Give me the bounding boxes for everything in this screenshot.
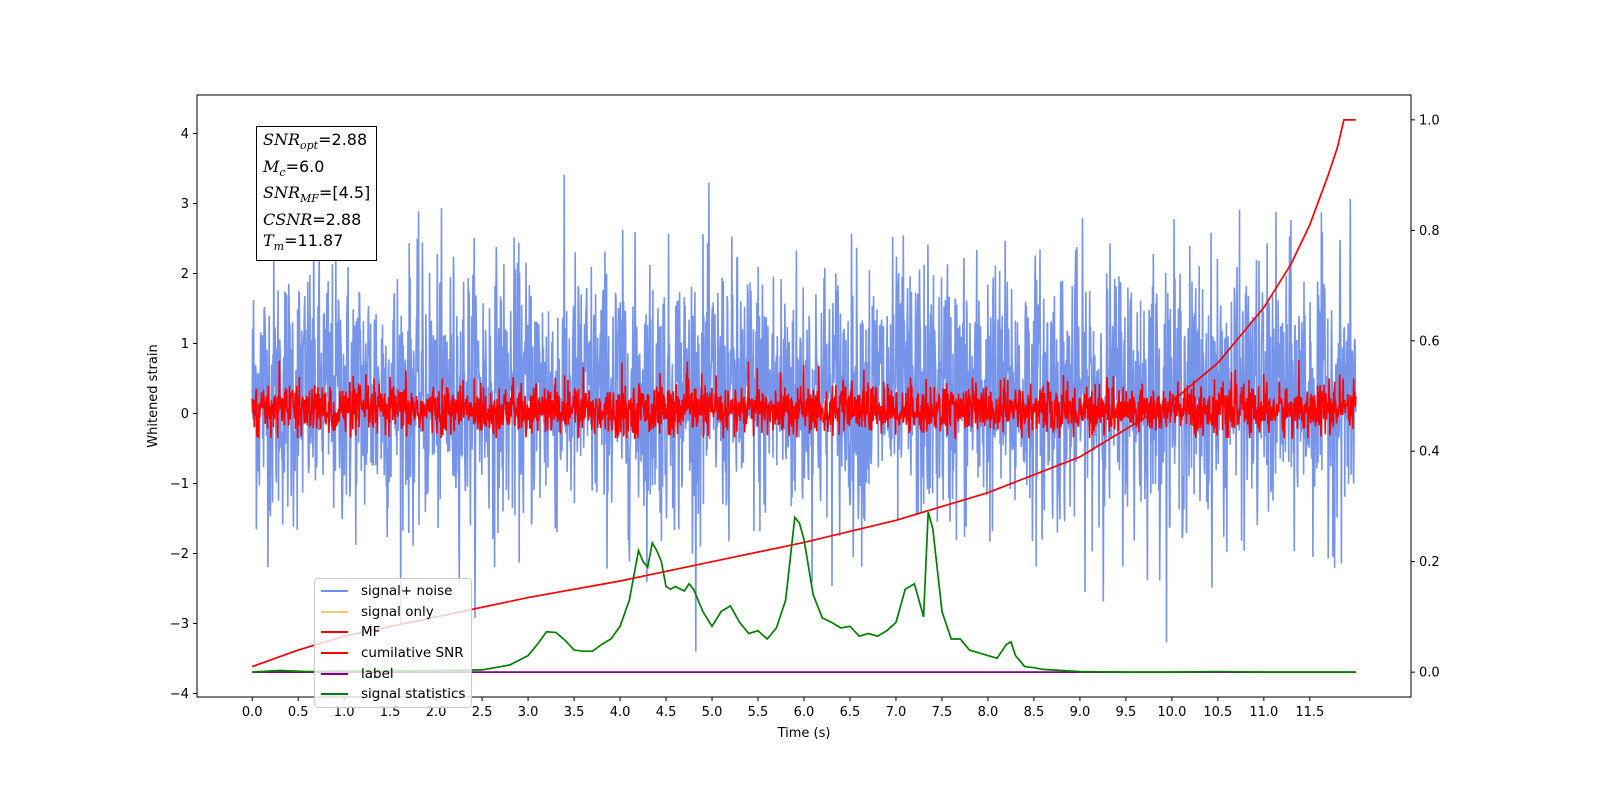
stats-annotation-box: SNRopt=2.88 Mc=6.0 SNRMF=[4.5] CSNR=2.88…: [256, 126, 378, 262]
x-tick-label: 11.5: [1295, 705, 1324, 720]
legend-swatch: [321, 631, 348, 634]
x-tick-label: 10.0: [1157, 705, 1186, 720]
x-tick-label: 4.5: [656, 705, 677, 720]
x-tick-label: 8.0: [978, 705, 999, 720]
snr-mf-line: SNRMF=[4.5]: [263, 183, 371, 206]
snr-mf-value: =[4.5]: [318, 183, 371, 203]
y-tick-label: −1: [170, 477, 189, 492]
y-axis-label: Whitened strain: [146, 344, 161, 447]
legend-label: signal statistics: [361, 686, 466, 703]
y-tick-label: 2: [181, 267, 189, 282]
x-tick-label: 6.0: [794, 705, 815, 720]
x-tick-label: 2.0: [426, 705, 447, 720]
y-tick-label: 4: [181, 127, 189, 142]
tm-line: Tm=11.87: [263, 230, 344, 253]
legend-swatch: [321, 693, 348, 696]
tm-value: =11.87: [284, 230, 344, 250]
legend-swatch: [321, 590, 348, 593]
legend-label: cumilative SNR: [361, 645, 464, 662]
mf-series: [251, 360, 1357, 439]
y-tick-label: 0: [181, 407, 189, 422]
y-axis-right: 0.0 0.2 0.4 0.6 0.8 1.0: [1411, 113, 1440, 681]
csnr-line: CSNR=2.88: [263, 210, 362, 230]
y2-tick-label: 0.0: [1419, 666, 1440, 681]
y-tick-label: 3: [181, 197, 189, 212]
legend-label: signal only: [361, 603, 434, 620]
x-tick-label: 1.0: [334, 705, 355, 720]
y2-tick-label: 0.2: [1419, 555, 1440, 570]
signal-statistics-line: [252, 511, 1356, 673]
y2-tick-label: 0.8: [1419, 224, 1440, 239]
legend-item: signal only: [321, 602, 465, 623]
legend-item: signal+ noise: [321, 581, 465, 602]
x-tick-label: 9.0: [1070, 705, 1091, 720]
snr-opt-value: =2.88: [318, 130, 368, 149]
legend-label: label: [361, 665, 394, 682]
x-tick-label: 3.5: [564, 705, 585, 720]
snr-opt-line: SNRopt=2.88: [263, 130, 368, 153]
x-tick-label: 8.5: [1024, 705, 1045, 720]
legend-swatch: [321, 672, 348, 675]
legend-item: cumilative SNR: [321, 643, 465, 664]
legend-item: label: [321, 663, 465, 684]
x-tick-label: 0.5: [288, 705, 309, 720]
y-tick-label: 1: [181, 337, 189, 352]
mf-line: [251, 360, 1357, 439]
legend: signal+ noise signal only MF cumilative SNR…: [314, 578, 473, 708]
legend-label: MF: [361, 624, 381, 641]
x-tick-label: 5.0: [702, 705, 723, 720]
x-tick-label: 2.5: [472, 705, 493, 720]
legend-item: signal statistics: [321, 684, 465, 705]
x-tick-label: 4.0: [610, 705, 631, 720]
y2-tick-label: 0.4: [1419, 445, 1440, 460]
x-axis-label: Time (s): [777, 726, 831, 741]
mc-line: Mc=6.0: [263, 156, 325, 179]
x-tick-label: 11.0: [1249, 705, 1278, 720]
x-tick-label: 1.5: [380, 705, 401, 720]
x-tick-label: 6.5: [840, 705, 861, 720]
legend-label: signal+ noise: [361, 583, 453, 600]
legend-swatch: [321, 610, 348, 613]
x-tick-label: 0.0: [242, 705, 263, 720]
x-tick-label: 5.5: [748, 705, 769, 720]
y-tick-label: −4: [170, 687, 189, 702]
y2-tick-label: 1.0: [1419, 113, 1440, 128]
legend-swatch: [321, 652, 348, 655]
y-tick-label: −2: [170, 547, 189, 562]
y-axis-left: −4 −3 −2 −1 0 1 2 3 4: [170, 127, 197, 702]
x-tick-label: 3.0: [518, 705, 539, 720]
y2-tick-label: 0.6: [1419, 334, 1440, 349]
x-tick-label: 7.0: [886, 705, 907, 720]
x-tick-label: 7.5: [932, 705, 953, 720]
y-tick-label: −3: [170, 617, 189, 632]
csnr-value: =2.88: [312, 210, 362, 230]
x-axis: 0.0 0.5 1.0 1.5 2.0 2.5 3.0 3.5 4.0 4.5 5.0 5.5 6.0 6…: [242, 697, 1324, 720]
x-tick-label: 10.5: [1203, 705, 1232, 720]
x-tick-label: 9.5: [1116, 705, 1137, 720]
legend-item: MF: [321, 622, 465, 643]
mc-value: =6.0: [285, 156, 325, 176]
